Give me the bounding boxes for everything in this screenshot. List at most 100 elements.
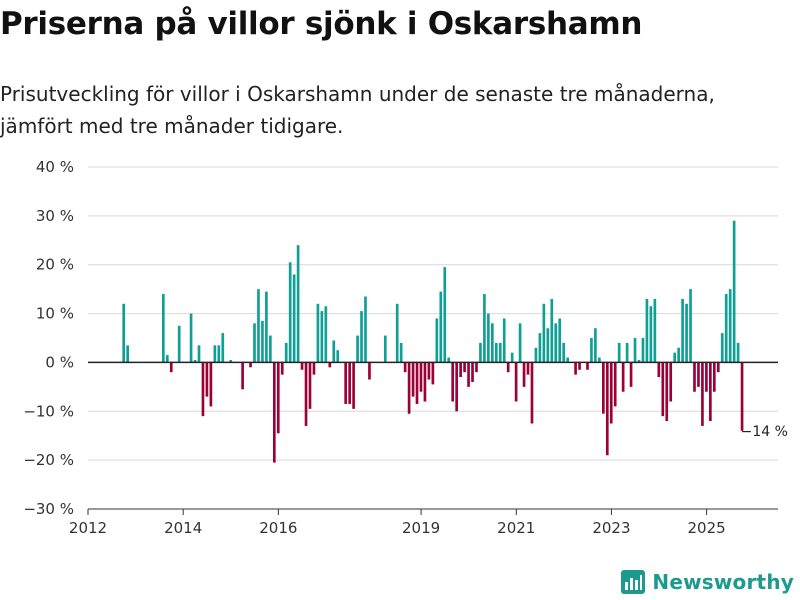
bar xyxy=(709,362,712,422)
bar xyxy=(368,362,371,380)
bar xyxy=(423,362,427,402)
bar xyxy=(705,362,708,392)
bar xyxy=(308,362,312,409)
bar xyxy=(562,342,566,363)
bar xyxy=(197,345,201,363)
bar xyxy=(209,362,213,407)
x-axis-ticks: 2012 2014 2016 2019 2021 2023 2025 xyxy=(69,509,726,537)
x-tick-label: 2021 xyxy=(497,519,535,537)
bar xyxy=(161,294,165,363)
bar xyxy=(427,362,431,380)
bar xyxy=(312,362,316,375)
bar xyxy=(348,362,351,404)
y-tick-label: −10 % xyxy=(23,402,74,420)
y-tick-label: 10 % xyxy=(36,305,74,323)
page-title: Priserna på villor sjönk i Oskarshamn xyxy=(0,6,643,42)
bar xyxy=(578,362,581,370)
bar xyxy=(566,357,569,363)
bar xyxy=(431,362,435,385)
bar xyxy=(165,355,169,363)
bar xyxy=(732,220,736,363)
y-tick-label: 0 % xyxy=(45,353,74,371)
bar xyxy=(534,347,538,363)
price-change-chart: −30 %−20 %−10 %0 %10 %20 %30 %40 % 2012 2… xyxy=(23,158,788,537)
bar xyxy=(685,303,688,363)
bar xyxy=(550,298,554,363)
bar xyxy=(645,298,649,363)
bar xyxy=(356,335,359,363)
bar xyxy=(526,362,530,375)
bar xyxy=(213,345,217,363)
bar xyxy=(736,342,740,363)
bar xyxy=(316,303,320,363)
bar xyxy=(471,362,474,382)
bar xyxy=(265,291,268,363)
bar xyxy=(332,340,336,363)
bar xyxy=(257,289,260,363)
bar xyxy=(217,345,221,363)
bar xyxy=(276,362,280,434)
x-tick-label: 2019 xyxy=(402,519,440,537)
bar xyxy=(177,325,181,363)
bar xyxy=(712,362,716,392)
x-tick-label: 2016 xyxy=(259,519,297,537)
x-tick-label: 2025 xyxy=(688,519,726,537)
brand-name: Newsworthy xyxy=(652,570,794,594)
bar xyxy=(272,362,276,463)
bar xyxy=(598,357,601,363)
bar xyxy=(594,328,597,363)
y-tick-label: −20 % xyxy=(23,451,74,469)
bar xyxy=(609,362,613,424)
bar xyxy=(205,362,209,397)
bar-chart-icon xyxy=(621,570,646,594)
bar xyxy=(673,352,677,363)
bar xyxy=(479,342,482,363)
bar xyxy=(502,318,506,363)
bar xyxy=(701,362,704,426)
bar xyxy=(169,362,173,373)
last-value-label: −14 % xyxy=(741,424,788,440)
bar xyxy=(193,359,197,363)
bar xyxy=(304,362,308,426)
bar xyxy=(284,342,288,363)
bar xyxy=(419,362,423,392)
bar xyxy=(221,333,225,363)
bar xyxy=(621,362,625,392)
bar xyxy=(697,362,700,387)
bar xyxy=(288,262,292,363)
bar xyxy=(546,328,550,363)
bar xyxy=(435,318,439,363)
bar xyxy=(514,362,518,402)
bar xyxy=(126,345,129,363)
bar xyxy=(324,306,328,363)
bar xyxy=(498,342,502,363)
bar xyxy=(590,338,593,363)
bar xyxy=(296,245,300,363)
bar xyxy=(617,342,621,363)
bar xyxy=(328,362,332,368)
bar xyxy=(269,335,272,363)
bar xyxy=(395,303,399,363)
x-tick-label: 2023 xyxy=(592,519,630,537)
bar xyxy=(494,342,498,363)
bar xyxy=(320,311,324,363)
bar xyxy=(122,303,126,363)
y-tick-label: 40 % xyxy=(36,158,74,176)
bar xyxy=(364,296,367,363)
bar xyxy=(669,362,673,402)
bar xyxy=(467,362,470,387)
bar xyxy=(352,362,355,409)
bar xyxy=(403,362,407,373)
bar xyxy=(538,333,542,363)
chart-subtitle: Prisutveckling för villor i Oskarshamn u… xyxy=(0,82,715,138)
bar xyxy=(201,362,205,417)
bar xyxy=(463,362,466,373)
bar xyxy=(625,342,629,363)
x-tick-label: 2012 xyxy=(69,519,107,537)
bar xyxy=(280,362,284,375)
bar xyxy=(447,357,451,363)
bar xyxy=(665,362,669,422)
bar xyxy=(629,362,633,387)
bar xyxy=(241,362,244,390)
x-tick-label: 2014 xyxy=(164,519,202,537)
